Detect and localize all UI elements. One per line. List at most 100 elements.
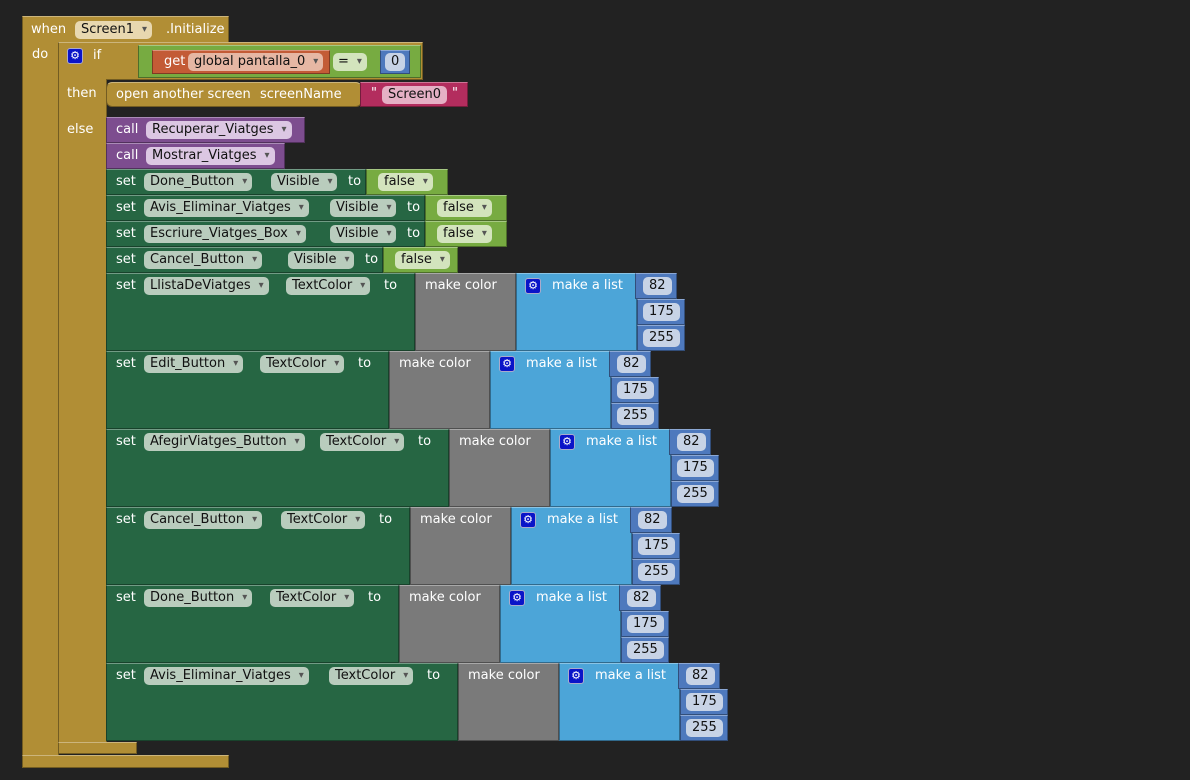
property-dropdown[interactable]: TextColor <box>260 355 345 373</box>
make-color-block[interactable] <box>410 507 511 585</box>
component-dropdown[interactable]: Screen1 <box>75 21 152 39</box>
number-value[interactable]: 255 <box>627 641 664 659</box>
mutator-gear-icon[interactable]: ⚙ <box>559 434 575 450</box>
make-list-label: make a list <box>526 356 598 371</box>
mutator-gear-icon[interactable]: ⚙ <box>509 590 525 606</box>
screen-name-param: screenName <box>260 87 342 102</box>
make-color-label: make color <box>409 590 481 605</box>
make-color-label: make color <box>420 512 492 527</box>
number-value[interactable]: 175 <box>627 615 664 633</box>
number-value[interactable]: 255 <box>686 719 723 737</box>
number-value[interactable]: 82 <box>677 433 706 451</box>
number-value[interactable]: 255 <box>638 563 675 581</box>
number-value[interactable]: 82 <box>617 355 646 373</box>
number-value[interactable]: 0 <box>385 53 406 71</box>
if-label: if <box>93 48 102 63</box>
then-label: then <box>67 86 97 101</box>
mutator-gear-icon[interactable]: ⚙ <box>499 356 515 372</box>
to-label: to <box>418 434 432 449</box>
to-label: to <box>407 200 421 215</box>
set-label: set <box>116 668 136 683</box>
to-label: to <box>384 278 398 293</box>
component-dropdown[interactable]: Avis_Eliminar_Viatges <box>144 667 309 685</box>
make-list-label: make a list <box>586 434 658 449</box>
component-dropdown[interactable]: Cancel_Button <box>144 511 263 529</box>
variable-dropdown[interactable]: global pantalla_0 <box>188 53 324 71</box>
boolean-dropdown[interactable]: false <box>395 251 450 269</box>
make-color-block[interactable] <box>415 273 516 351</box>
component-dropdown[interactable]: AfegirViatges_Button <box>144 433 305 451</box>
number-value[interactable]: 82 <box>638 511 667 529</box>
operator-dropdown[interactable]: = <box>333 53 367 71</box>
make-list-label: make a list <box>552 278 624 293</box>
make-color-block[interactable] <box>458 663 559 741</box>
quote-close: " <box>452 86 458 101</box>
else-label: else <box>67 122 94 137</box>
number-value[interactable]: 255 <box>617 407 654 425</box>
to-label: to <box>407 226 421 241</box>
mutator-gear-icon[interactable]: ⚙ <box>568 668 584 684</box>
number-value[interactable]: 255 <box>643 329 680 347</box>
make-color-block[interactable] <box>389 351 490 429</box>
number-value[interactable]: 82 <box>627 589 656 607</box>
set-label: set <box>116 434 136 449</box>
component-dropdown[interactable]: Done_Button <box>144 173 253 191</box>
component-dropdown[interactable]: Edit_Button <box>144 355 244 373</box>
number-value[interactable]: 255 <box>677 485 714 503</box>
number-value[interactable]: 175 <box>677 459 714 477</box>
boolean-dropdown[interactable]: false <box>378 173 433 191</box>
property-dropdown[interactable]: Visible <box>330 225 397 243</box>
set-label: set <box>116 590 136 605</box>
open-screen-label: open another screen <box>116 87 251 102</box>
component-dropdown[interactable]: Avis_Eliminar_Viatges <box>144 199 309 217</box>
to-label: to <box>358 356 372 371</box>
property-dropdown[interactable]: TextColor <box>270 589 355 607</box>
procedure-dropdown[interactable]: Mostrar_Viatges <box>146 147 275 165</box>
property-dropdown[interactable]: Visible <box>271 173 338 191</box>
component-dropdown[interactable]: LlistaDeViatges <box>144 277 269 295</box>
number-value[interactable]: 82 <box>643 277 672 295</box>
quote-open: " <box>371 86 377 101</box>
number-value[interactable]: 175 <box>617 381 654 399</box>
property-dropdown[interactable]: Visible <box>288 251 355 269</box>
make-color-block[interactable] <box>399 585 500 663</box>
event-bottom-bar <box>22 755 229 768</box>
event-body-bar <box>22 42 59 768</box>
property-dropdown[interactable]: Visible <box>330 199 397 217</box>
get-label: get <box>164 54 186 69</box>
number-value[interactable]: 82 <box>686 667 715 685</box>
number-value[interactable]: 175 <box>638 537 675 555</box>
component-dropdown[interactable]: Escriure_Viatges_Box <box>144 225 306 243</box>
do-label: do <box>32 47 49 62</box>
set-label: set <box>116 356 136 371</box>
mutator-gear-icon[interactable]: ⚙ <box>525 278 541 294</box>
when-label: when <box>31 22 67 37</box>
component-dropdown[interactable]: Cancel_Button <box>144 251 263 269</box>
make-color-label: make color <box>468 668 540 683</box>
to-label: to <box>348 174 362 189</box>
property-dropdown[interactable]: TextColor <box>320 433 405 451</box>
set-label: set <box>116 278 136 293</box>
to-label: to <box>379 512 393 527</box>
number-value[interactable]: 175 <box>686 693 723 711</box>
text-value[interactable]: Screen0 <box>382 86 447 104</box>
boolean-dropdown[interactable]: false <box>437 199 492 217</box>
property-dropdown[interactable]: TextColor <box>329 667 414 685</box>
mutator-gear-icon[interactable]: ⚙ <box>520 512 536 528</box>
mutator-gear-icon[interactable]: ⚙ <box>67 48 83 64</box>
open-another-screen-block[interactable] <box>106 82 362 107</box>
to-label: to <box>368 590 382 605</box>
if-bottom-bar <box>58 742 137 754</box>
procedure-dropdown[interactable]: Recuperar_Viatges <box>146 121 292 139</box>
if-body-bar <box>58 79 107 754</box>
make-color-label: make color <box>459 434 531 449</box>
make-color-block[interactable] <box>449 429 550 507</box>
boolean-dropdown[interactable]: false <box>437 225 492 243</box>
set-label: set <box>116 200 136 215</box>
number-value[interactable]: 175 <box>643 303 680 321</box>
call-label: call <box>116 122 139 137</box>
component-dropdown[interactable]: Done_Button <box>144 589 253 607</box>
property-dropdown[interactable]: TextColor <box>286 277 371 295</box>
property-dropdown[interactable]: TextColor <box>281 511 366 529</box>
make-color-label: make color <box>425 278 497 293</box>
